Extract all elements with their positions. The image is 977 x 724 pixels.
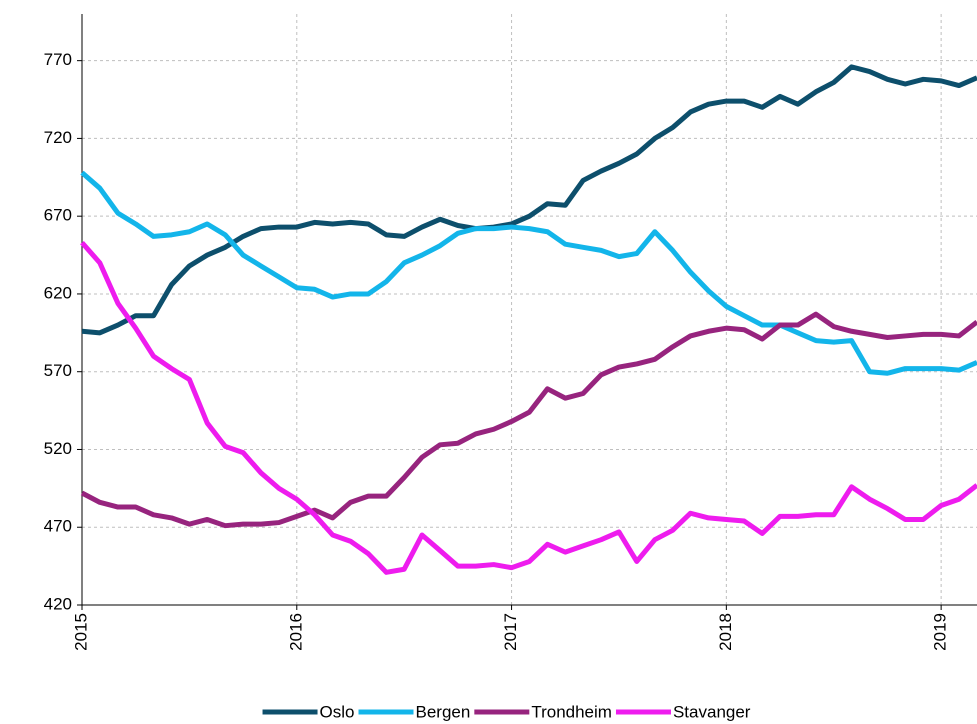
legend-label: Trondheim — [531, 702, 612, 721]
series-line — [81, 64, 977, 336]
series-line — [80, 311, 977, 529]
y-tick-label: 620 — [44, 283, 72, 302]
x-tick-label: 2016 — [286, 613, 305, 651]
x-tick-label: 2015 — [71, 613, 90, 651]
legend-item: Stavanger — [615, 702, 751, 721]
x-tick-label: 2017 — [501, 613, 520, 651]
y-tick-label: 470 — [44, 517, 72, 536]
y-tick-label: 520 — [44, 439, 72, 458]
y-tick-label: 570 — [44, 361, 72, 380]
legend: Oslo Bergen Trondheim Stavanger — [262, 702, 751, 721]
x-tick-label: 2018 — [716, 613, 735, 651]
legend-item: Trondheim — [474, 702, 612, 721]
series-line — [80, 170, 977, 376]
legend-item: Bergen — [358, 702, 471, 721]
series-line — [80, 240, 977, 575]
legend-label: Stavanger — [673, 702, 751, 721]
x-tick-label: 2019 — [931, 613, 950, 651]
y-tick-label: 720 — [44, 128, 72, 147]
y-tick-label: 670 — [44, 206, 72, 225]
legend-item: Oslo — [262, 702, 355, 721]
y-tick-label: 770 — [44, 50, 72, 69]
y-tick-label: 420 — [44, 594, 72, 613]
legend-label: Oslo — [320, 702, 355, 721]
legend-label: Bergen — [416, 702, 471, 721]
